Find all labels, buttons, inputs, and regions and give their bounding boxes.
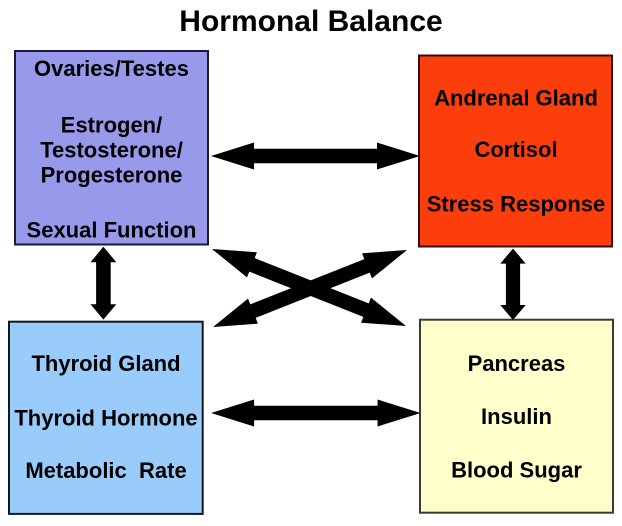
- svg-text:Stress Response: Stress Response: [427, 192, 606, 217]
- svg-text:Ovaries/Testes: Ovaries/Testes: [34, 56, 189, 81]
- svg-text:Metabolic Rate: Metabolic Rate: [25, 458, 186, 483]
- svg-text:Cortisol: Cortisol: [474, 137, 557, 162]
- svg-text:Progesterone: Progesterone: [41, 163, 183, 188]
- svg-text:Pancreas: Pancreas: [468, 351, 566, 376]
- svg-text:Thyroid Gland: Thyroid Gland: [31, 351, 180, 376]
- svg-text:Andrenal Gland: Andrenal Gland: [434, 86, 598, 111]
- svg-text:Blood Sugar: Blood Sugar: [451, 457, 582, 482]
- svg-text:Estrogen/: Estrogen/: [61, 113, 162, 138]
- svg-text:Sexual Function: Sexual Function: [27, 217, 197, 242]
- svg-text:Testosterone/: Testosterone/: [40, 138, 183, 163]
- svg-text:Hormonal Balance: Hormonal Balance: [179, 5, 442, 38]
- svg-text:Insulin: Insulin: [481, 404, 552, 429]
- svg-text:Thyroid Hormone: Thyroid Hormone: [14, 406, 197, 431]
